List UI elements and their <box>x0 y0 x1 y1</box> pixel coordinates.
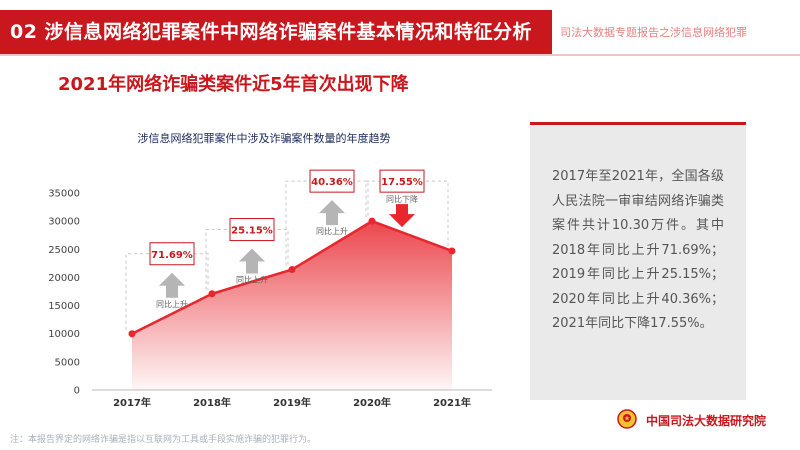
section-title: 02 涉信息网络犯罪案件中网络诈骗案件基本情况和特征分析 <box>10 21 533 43</box>
side-panel-text: 2017年至2021年，全国各级人民法院一审审结网络诈骗类案件共计10.30万件… <box>552 169 724 331</box>
report-subtitle: 司法大数据专题报告之涉信息网络犯罪 <box>560 26 747 39</box>
data-point <box>288 266 296 274</box>
data-point <box>208 290 216 298</box>
annotation-label: 25.15% <box>231 226 273 237</box>
court-emblem-icon <box>617 409 637 429</box>
y-tick-label: 35000 <box>48 189 80 200</box>
side-panel <box>530 125 746 400</box>
y-tick-label: 25000 <box>48 245 80 256</box>
side-panel-accent <box>530 122 746 125</box>
headline: 2021年网络诈骗类案件近5年首次出现下降 <box>58 74 409 95</box>
annotation-bracket <box>285 180 369 266</box>
arrow-down-icon <box>389 204 415 228</box>
y-tick-label: 0 <box>74 386 80 397</box>
y-tick-label: 5000 <box>55 357 80 368</box>
annotation-label: 17.55% <box>381 177 423 188</box>
chart-title: 涉信息网络犯罪案件中涉及诈骗案件数量的年度趋势 <box>137 132 391 145</box>
header-divider <box>0 54 800 56</box>
footnote: 注：本报告界定的网络诈骗是指以互联网为工具或手段实施诈骗的犯罪行为。 <box>10 435 317 445</box>
annotation-text: 同比下降 <box>386 194 418 204</box>
x-tick-label: 2017年 <box>113 396 151 409</box>
x-tick-label: 2021年 <box>433 396 471 409</box>
arrow-up-icon <box>239 248 265 274</box>
y-tick-label: 10000 <box>48 329 80 340</box>
annotation-box <box>379 169 425 193</box>
x-tick-label: 2020年 <box>353 396 391 409</box>
annotation-box <box>149 242 195 266</box>
x-tick-label: 2019年 <box>273 396 311 409</box>
annotation-label: 71.69% <box>151 250 193 261</box>
y-tick-label: 20000 <box>48 273 80 284</box>
data-point <box>128 330 136 338</box>
trend-chart: 0 5000 10000 15000 20000 25000 30000 35000 2017年… <box>48 169 492 409</box>
data-point <box>448 247 456 255</box>
annotation-box <box>309 169 355 193</box>
x-tick-label: 2018年 <box>193 396 231 409</box>
header-bar <box>0 10 552 54</box>
arrow-up-icon <box>159 272 185 298</box>
annotation-text: 同比上升 <box>316 226 348 236</box>
data-point <box>368 217 376 225</box>
annotation-label: 40.36% <box>311 177 353 188</box>
annotation-bracket <box>205 229 289 290</box>
annotation-box <box>229 218 275 242</box>
area-fill <box>132 221 452 390</box>
arrow-up-icon <box>319 200 345 226</box>
annotation-bracket <box>365 180 449 247</box>
y-tick-label: 30000 <box>48 217 80 228</box>
organization-name: 中国司法大数据研究院 <box>646 414 767 428</box>
y-tick-label: 15000 <box>48 301 80 312</box>
annotation-text: 同比上升 <box>156 299 188 309</box>
annotation-text: 同比上升 <box>236 275 268 285</box>
